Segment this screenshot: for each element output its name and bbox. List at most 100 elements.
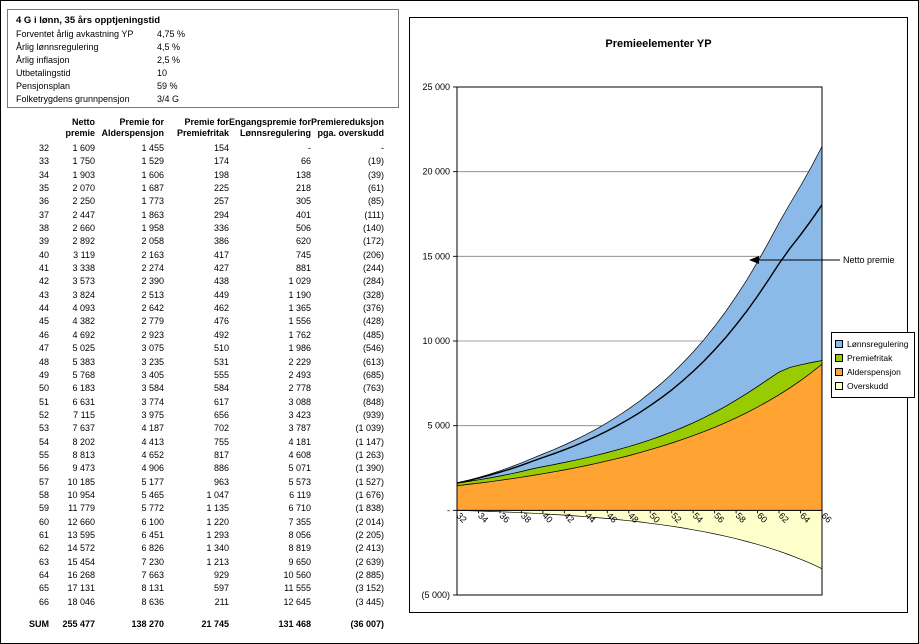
value-cell[interactable]: 305 xyxy=(295,196,312,207)
value-cell[interactable]: 4 906 xyxy=(141,463,164,474)
sum-label[interactable]: SUM xyxy=(29,619,49,630)
value-cell[interactable]: 702 xyxy=(213,423,229,434)
value-cell[interactable]: (284) xyxy=(363,276,385,287)
value-cell[interactable]: 66 xyxy=(301,156,312,167)
value-cell[interactable]: (685) xyxy=(363,369,385,380)
value-cell[interactable]: 3 975 xyxy=(141,409,164,420)
parameter-value[interactable]: 59 % xyxy=(157,81,178,91)
value-cell[interactable]: 1 220 xyxy=(206,516,229,527)
age-cell[interactable]: 53 xyxy=(38,423,49,434)
age-cell[interactable]: 51 xyxy=(38,396,49,407)
value-cell[interactable]: 1 750 xyxy=(72,156,95,167)
value-cell[interactable]: 3 338 xyxy=(72,263,95,274)
value-cell[interactable]: (19) xyxy=(368,156,385,167)
value-cell[interactable]: 1 773 xyxy=(141,196,164,207)
parameter-row[interactable]: Pensjonsplan 59 % xyxy=(16,80,390,93)
value-cell[interactable]: (3 445) xyxy=(355,596,385,607)
value-cell[interactable]: 13 595 xyxy=(67,529,95,540)
value-cell[interactable]: 2 493 xyxy=(288,369,312,380)
value-cell[interactable]: 11 555 xyxy=(284,583,312,594)
parameter-value[interactable]: 10 xyxy=(157,68,168,78)
value-cell[interactable]: (2 205) xyxy=(355,529,385,540)
value-cell[interactable]: (613) xyxy=(363,356,385,367)
parameter-row[interactable]: Folketrygdens grunnpensjon 3/4 G xyxy=(16,93,390,106)
parameter-value[interactable]: 4,75 % xyxy=(157,29,186,39)
age-cell[interactable]: 32 xyxy=(38,143,49,153)
value-cell[interactable]: 656 xyxy=(213,409,229,420)
value-cell[interactable]: 3 405 xyxy=(141,369,164,380)
value-cell[interactable]: 7 355 xyxy=(288,516,312,527)
value-cell[interactable]: 294 xyxy=(213,209,229,220)
value-cell[interactable]: 7 663 xyxy=(141,570,164,580)
value-cell[interactable]: 3 824 xyxy=(72,289,95,300)
netto-premie-annotation[interactable]: Netto premie xyxy=(843,255,895,265)
value-cell[interactable]: 6 710 xyxy=(288,503,312,514)
age-cell[interactable]: 66 xyxy=(38,596,49,607)
age-cell[interactable]: 60 xyxy=(38,516,49,527)
value-cell[interactable]: 3 235 xyxy=(141,356,164,367)
value-cell[interactable]: 929 xyxy=(213,570,229,580)
value-cell[interactable]: 5 573 xyxy=(288,476,312,487)
value-cell[interactable]: 4 093 xyxy=(72,303,95,314)
value-cell[interactable]: 1 135 xyxy=(206,503,229,514)
value-cell[interactable]: 2 779 xyxy=(141,316,164,327)
value-cell[interactable]: 462 xyxy=(213,303,229,314)
sum-value-cell[interactable]: (36 007) xyxy=(350,619,385,630)
parameter-row[interactable]: Årlig inflasjon 2,5 % xyxy=(16,54,390,67)
value-cell[interactable]: 401 xyxy=(295,209,312,220)
value-cell[interactable]: 8 131 xyxy=(141,583,164,594)
value-cell[interactable]: 449 xyxy=(213,289,229,300)
value-cell[interactable]: 1 529 xyxy=(141,156,164,167)
value-cell[interactable]: 138 xyxy=(295,169,312,180)
age-cell[interactable]: 47 xyxy=(38,343,49,354)
value-cell[interactable]: (376) xyxy=(363,303,385,314)
value-cell[interactable]: 2 923 xyxy=(141,329,164,340)
value-cell[interactable]: 2 447 xyxy=(72,209,95,220)
parameter-row[interactable]: Utbetalingstid 10 xyxy=(16,67,390,80)
value-cell[interactable]: 7 637 xyxy=(72,423,95,434)
sum-value-cell[interactable]: 138 270 xyxy=(131,619,164,630)
age-cell[interactable]: 40 xyxy=(38,249,49,260)
parameter-value[interactable]: 4,5 % xyxy=(157,42,181,52)
value-cell[interactable]: 1 556 xyxy=(288,316,312,327)
value-cell[interactable]: 4 382 xyxy=(72,316,95,327)
value-cell[interactable]: 8 202 xyxy=(72,436,95,447)
value-cell[interactable]: (61) xyxy=(368,183,385,194)
age-cell[interactable]: 52 xyxy=(38,409,49,420)
value-cell[interactable]: 14 572 xyxy=(67,543,95,554)
value-cell[interactable]: 745 xyxy=(295,249,312,260)
value-cell[interactable]: (2 413) xyxy=(355,543,385,554)
value-cell[interactable]: 6 631 xyxy=(72,396,95,407)
age-cell[interactable]: 58 xyxy=(38,489,49,500)
sum-value-cell[interactable]: 131 468 xyxy=(278,619,312,630)
value-cell[interactable]: 3 423 xyxy=(288,409,312,420)
value-cell[interactable]: 476 xyxy=(213,316,229,327)
value-cell[interactable]: 886 xyxy=(213,463,229,474)
age-cell[interactable]: 37 xyxy=(38,209,49,220)
value-cell[interactable]: 2 274 xyxy=(141,263,164,274)
age-cell[interactable]: 38 xyxy=(38,223,49,234)
legend-item[interactable]: Alderspensjon xyxy=(835,365,911,379)
value-cell[interactable]: 2 229 xyxy=(288,356,312,367)
age-cell[interactable]: 57 xyxy=(38,476,49,487)
value-cell[interactable]: 427 xyxy=(213,263,229,274)
value-cell[interactable]: 881 xyxy=(295,263,312,274)
value-cell[interactable]: 1 903 xyxy=(72,169,95,180)
value-cell[interactable]: 531 xyxy=(213,356,229,367)
value-cell[interactable]: - xyxy=(381,143,385,153)
value-cell[interactable]: 1 213 xyxy=(206,556,229,567)
value-cell[interactable]: 2 513 xyxy=(141,289,164,300)
age-cell[interactable]: 36 xyxy=(38,196,49,207)
age-cell[interactable]: 43 xyxy=(38,289,49,300)
value-cell[interactable]: 2 250 xyxy=(72,196,95,207)
value-cell[interactable]: 5 772 xyxy=(141,503,164,514)
value-cell[interactable]: 2 163 xyxy=(141,249,164,260)
value-cell[interactable]: 9 650 xyxy=(288,556,312,567)
value-cell[interactable]: (1 039) xyxy=(355,423,385,434)
value-cell[interactable]: 1 762 xyxy=(288,329,312,340)
value-cell[interactable]: 6 183 xyxy=(72,383,95,394)
value-cell[interactable]: 492 xyxy=(213,329,229,340)
value-cell[interactable]: (328) xyxy=(363,289,385,300)
sum-value-cell[interactable]: 21 745 xyxy=(201,619,229,630)
value-cell[interactable]: 218 xyxy=(295,183,312,194)
